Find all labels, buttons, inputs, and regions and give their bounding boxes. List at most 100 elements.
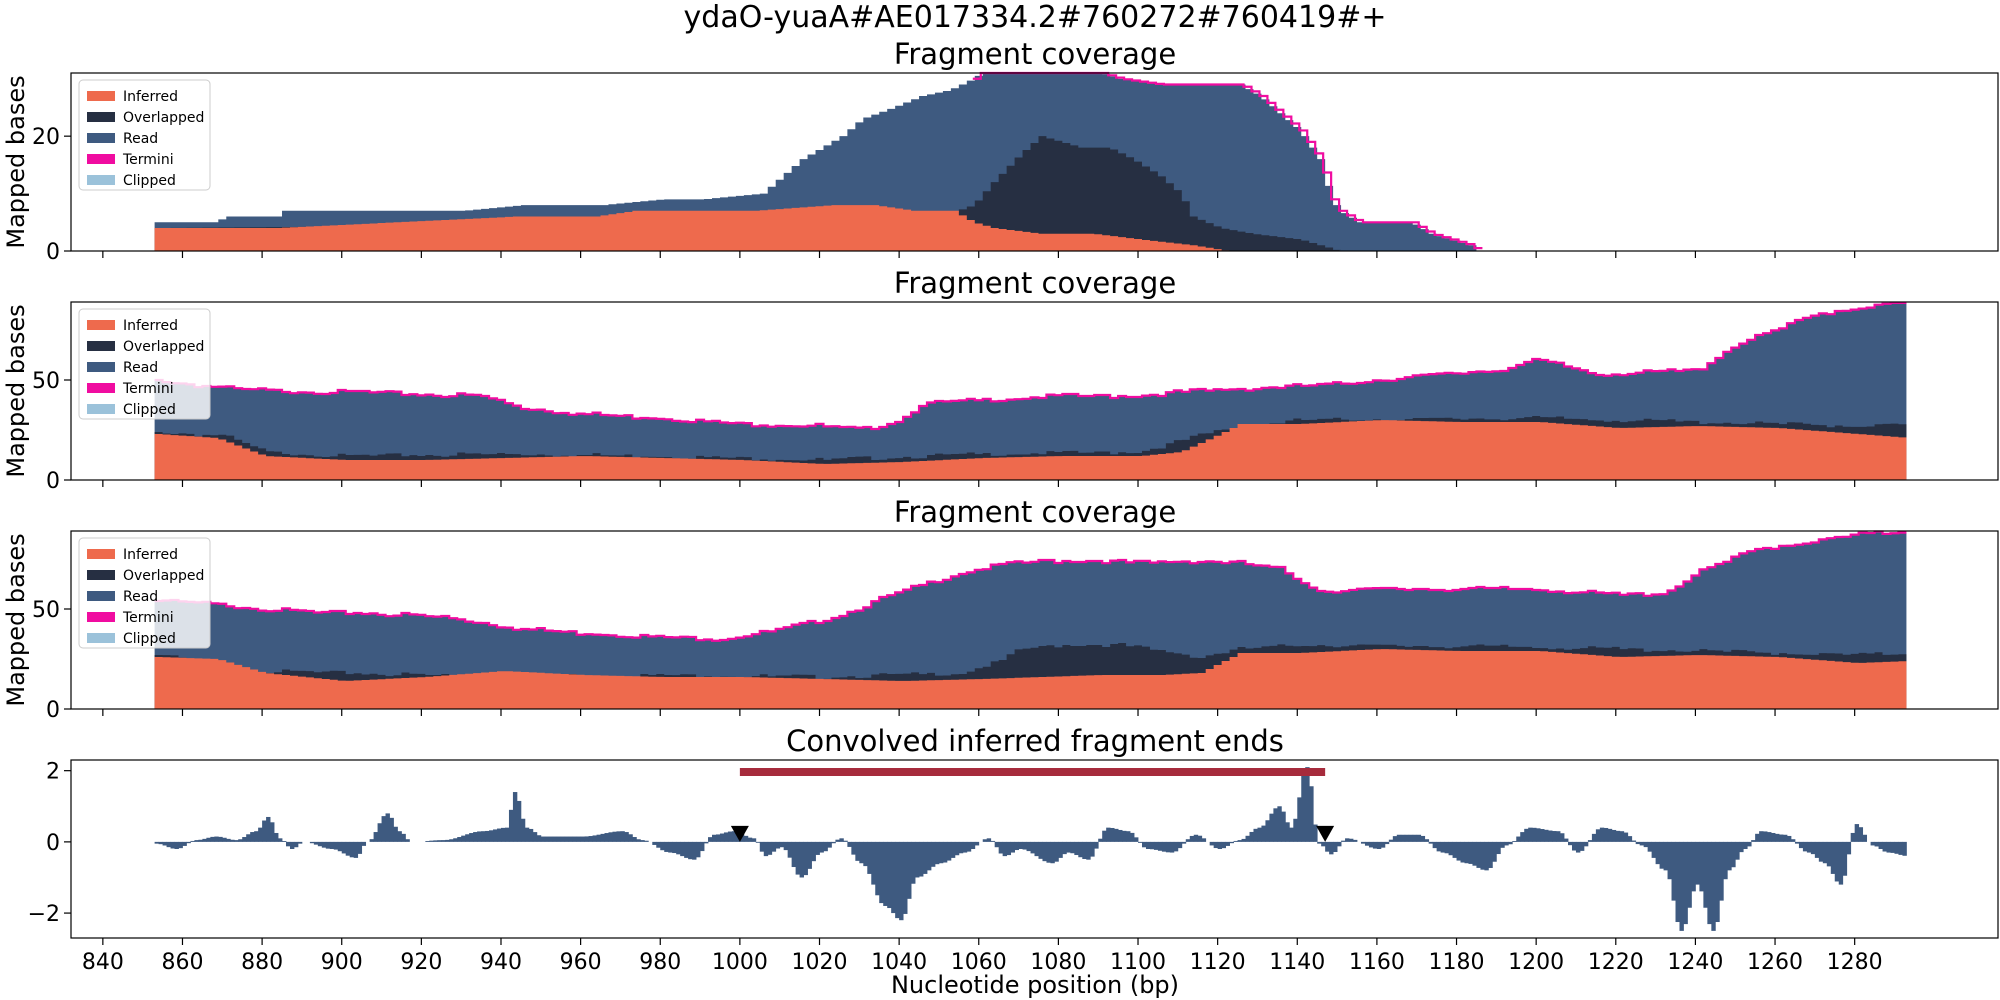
signal-bar [1528, 827, 1533, 842]
x-tick-label: 1260 [1747, 950, 1803, 975]
signal-bar [899, 841, 904, 921]
signal-bar [1711, 841, 1716, 931]
signal-bar [1018, 841, 1023, 849]
signal-bar [986, 838, 992, 842]
signal-bar [1353, 839, 1358, 842]
signal-bar [1540, 829, 1545, 842]
signal-bar [1149, 841, 1155, 850]
signal-bar [504, 827, 510, 842]
signal-bar [445, 839, 450, 842]
termini-line [154, 530, 1907, 642]
signal-bar [927, 841, 932, 871]
signal-bar [1130, 832, 1135, 842]
y-tick-label: 0 [46, 698, 60, 723]
signal-bar [1325, 841, 1330, 852]
signal-bar [950, 841, 956, 858]
signal-bar [1818, 841, 1824, 862]
legend-label: Clipped [123, 402, 176, 418]
signal-bar [457, 837, 462, 842]
signal-bar [536, 835, 542, 842]
signal-bar [1197, 835, 1203, 842]
signal-bar [1886, 841, 1891, 853]
signal-bar [493, 829, 498, 842]
signal-bar [1173, 841, 1179, 852]
signal-bar [1141, 841, 1147, 848]
signal-bar [210, 836, 215, 842]
signal-bar [1161, 841, 1167, 852]
signal-bar [783, 841, 789, 851]
signal-bar [751, 838, 757, 842]
y-tick-label: 50 [32, 369, 60, 394]
signal-bar [1404, 834, 1410, 842]
signal-bar [1349, 838, 1354, 842]
legend-swatch [87, 633, 115, 643]
signal-bar [1623, 832, 1629, 842]
signal-bar [620, 831, 625, 842]
y-axis-label: Mapped bases [2, 304, 30, 477]
signal-bar [1755, 833, 1760, 842]
signal-bar [1615, 830, 1621, 842]
signal-bar [337, 841, 343, 852]
signal-bar [1400, 834, 1406, 842]
signal-bar [242, 837, 247, 842]
signal-bar [174, 841, 179, 849]
signal-bar [1388, 839, 1394, 842]
signal-bar [532, 832, 538, 842]
signal-bar [1090, 841, 1095, 857]
signal-bar [1790, 839, 1796, 842]
signal-bar [696, 841, 701, 858]
signal-bar [1751, 840, 1756, 842]
signal-bar [1372, 841, 1378, 849]
signal-bar [1213, 841, 1219, 849]
coverage-panel-2: 0 50 Fragment coverage Mapped bases Inferred… [2, 266, 1999, 494]
signal-bar [1902, 841, 1907, 856]
signal-bar [238, 839, 243, 842]
signal-bar [1786, 835, 1792, 842]
signal-bar [1305, 767, 1310, 842]
legend-swatch [87, 591, 115, 601]
signal-bar [1420, 835, 1426, 842]
signal-bar [425, 840, 430, 842]
signal-bar [166, 841, 171, 848]
signal-bar [1257, 827, 1262, 842]
signal-bar [763, 841, 769, 857]
signal-bar [1329, 841, 1334, 855]
signal-bar [564, 836, 570, 842]
signal-bar [731, 831, 737, 842]
signal-bar [285, 841, 291, 847]
signal-bar [1552, 831, 1557, 842]
signal-bar [616, 831, 621, 842]
x-tick-label: 880 [241, 950, 283, 975]
signal-bar [1802, 841, 1808, 852]
signal-bar [1432, 841, 1438, 849]
axes-frame [70, 301, 1999, 481]
signal-bar [982, 839, 988, 842]
legend-label: Termini [122, 381, 174, 397]
inferred-area [154, 649, 1907, 709]
signal-bar [293, 841, 299, 848]
signal-bar [1583, 841, 1589, 847]
signal-bar [377, 823, 382, 842]
signal-bar [289, 841, 295, 849]
signal-bar [1571, 841, 1577, 851]
signal-bar [1496, 841, 1501, 855]
signal-bar [1050, 841, 1055, 864]
signal-bar [1134, 837, 1139, 842]
signal-bar [1635, 841, 1641, 845]
signal-bar [369, 839, 374, 842]
legend-label: Overlapped [123, 339, 204, 355]
signal-bar [1575, 841, 1581, 853]
signal-bar [1822, 841, 1828, 864]
signal-bar [1810, 841, 1816, 855]
signal-bar [1245, 835, 1250, 842]
signal-bar [1074, 841, 1079, 856]
signal-bar [1779, 834, 1784, 842]
signal-bar [604, 833, 609, 842]
signal-bar [1281, 811, 1286, 842]
signal-bar [194, 840, 199, 842]
legend-label: Termini [122, 610, 174, 626]
signal-bar [1806, 841, 1812, 853]
signal-bar [385, 813, 390, 842]
signal-bar [1082, 841, 1087, 860]
